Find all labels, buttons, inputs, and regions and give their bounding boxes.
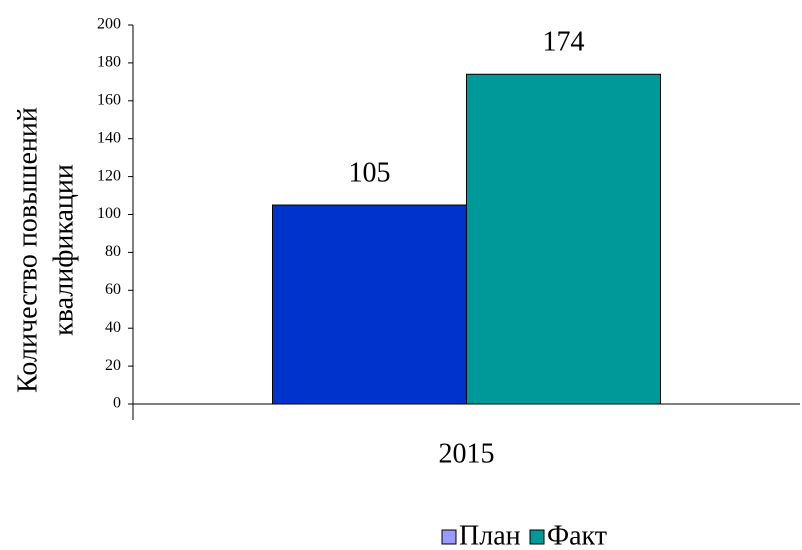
legend-swatch: [441, 529, 457, 545]
y-tick-label: 180: [97, 54, 121, 71]
bar: [466, 73, 661, 405]
y-tick-label: 120: [97, 167, 121, 184]
y-tick-label: 0: [113, 395, 121, 412]
value-label: 105: [349, 157, 391, 188]
legend-label: План: [459, 520, 521, 550]
bar: [272, 204, 467, 405]
legend-swatch: [529, 529, 545, 545]
x-tick-label: 2015: [439, 438, 495, 469]
legend-label: Факт: [547, 520, 607, 550]
value-label: 174: [543, 27, 585, 58]
y-tick-label: 100: [97, 205, 121, 222]
y-axis-label: Количество повышений: [12, 107, 43, 393]
y-tick-label: 140: [97, 129, 121, 146]
y-tick-label: 160: [97, 91, 121, 108]
y-tick-label: 40: [105, 319, 121, 336]
y-tick-label: 20: [105, 357, 121, 374]
y-axis-label: квалификации: [48, 164, 79, 336]
y-tick-label: 80: [105, 243, 121, 260]
y-tick-label: 60: [105, 281, 121, 298]
y-tick-label: 200: [97, 16, 121, 33]
